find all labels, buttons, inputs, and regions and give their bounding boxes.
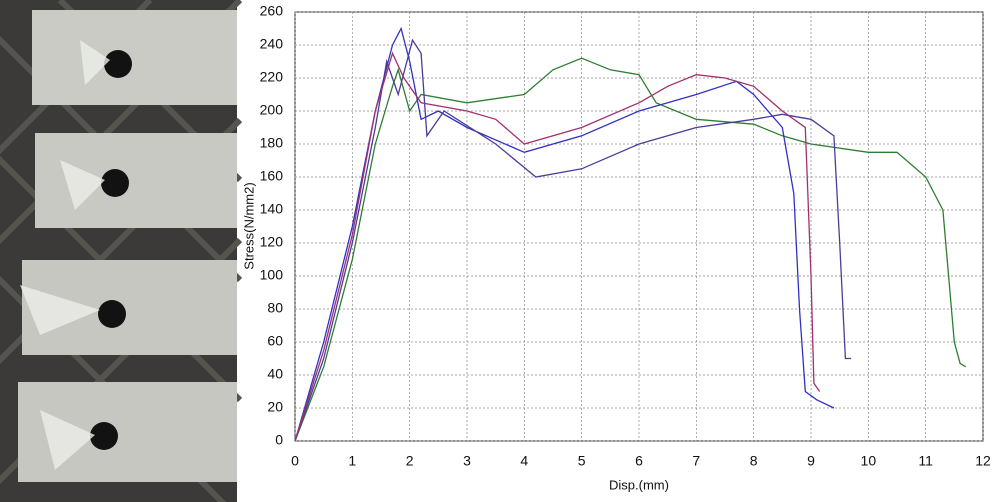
y-tick-label: 220 [260,69,284,85]
series-line [294,51,821,442]
x-tick-label: 11 [918,453,933,469]
x-tick-label: 12 [975,453,991,469]
specimen [32,10,237,105]
y-tick-label: 180 [260,135,284,151]
y-tick-label: 40 [267,366,283,382]
x-tick-label: 5 [578,453,586,469]
specimen [20,260,237,355]
y-tick-label: 140 [260,201,284,217]
x-axis-label: Disp.(mm) [609,477,669,492]
specimen-photo [0,0,243,502]
series-line [294,38,852,442]
y-tick-label: 200 [260,102,284,118]
x-tick-label: 10 [861,453,877,469]
x-tick-label: 6 [635,453,643,469]
x-tick-label: 0 [291,453,299,469]
x-tick-label: 4 [520,453,528,469]
x-tick-label: 2 [406,453,414,469]
y-tick-label: 100 [260,267,284,283]
y-tick-label: 160 [260,168,284,184]
y-tick-label: 260 [260,3,284,19]
x-tick-label: 3 [463,453,471,469]
x-tick-label: 8 [750,453,758,469]
y-tick-label: 20 [267,399,283,415]
specimen [35,133,237,228]
x-tick-label: 9 [807,453,815,469]
y-tick-label: 240 [260,36,284,52]
series-line [294,57,967,442]
y-axis-label: Stress(N/mm2) [241,182,256,269]
specimen [18,382,237,482]
x-tick-label: 7 [692,453,700,469]
y-tick-label: 120 [260,234,284,250]
x-tick-label: 1 [348,453,356,469]
y-tick-label: 60 [267,333,283,349]
y-tick-label: 0 [275,432,283,448]
y-tick-label: 80 [267,300,283,316]
